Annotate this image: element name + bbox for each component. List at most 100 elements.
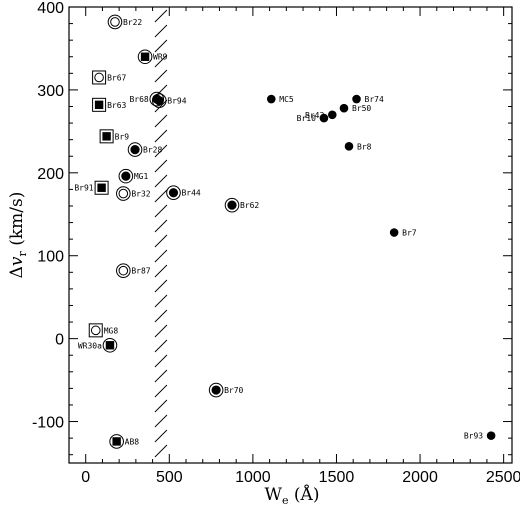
data-point-br62: Br62 bbox=[224, 197, 259, 213]
point-label: Br63 bbox=[107, 101, 126, 110]
data-point-mg8: MG8 bbox=[88, 323, 119, 338]
marker-filled-square bbox=[102, 132, 111, 141]
y-tick-label: 0 bbox=[55, 332, 64, 349]
point-label: Br44 bbox=[181, 189, 200, 198]
y-tick-label: 200 bbox=[37, 166, 64, 183]
marker-filled-circle bbox=[130, 145, 140, 155]
point-label: MG8 bbox=[104, 326, 119, 335]
marker-filled-square bbox=[97, 183, 106, 192]
point-label: AB8 bbox=[125, 437, 140, 446]
x-axis-label: We (Å) bbox=[265, 484, 320, 507]
plot-frame bbox=[68, 6, 513, 464]
marker-filled-circle bbox=[319, 113, 329, 123]
marker-filled-circle bbox=[339, 103, 349, 113]
point-label: Br32 bbox=[131, 190, 150, 199]
marker-filled-circle bbox=[121, 171, 131, 181]
x-tick-label: 2500 bbox=[486, 469, 520, 486]
hatch-stroke bbox=[154, 159, 168, 173]
data-point-br70: Br70 bbox=[208, 382, 244, 398]
hatch-stroke bbox=[154, 369, 168, 383]
data-point-br50: Br50 bbox=[339, 103, 371, 113]
hatch-stroke bbox=[154, 174, 168, 188]
point-label: MC5 bbox=[279, 95, 294, 104]
marker-filled-circle bbox=[344, 141, 354, 151]
point-label: Br8 bbox=[357, 142, 372, 151]
marker-outer-ring bbox=[107, 14, 123, 30]
hatch-stroke bbox=[154, 429, 168, 443]
point-label: Br67 bbox=[107, 73, 126, 82]
point-label: Br62 bbox=[240, 201, 259, 210]
x-tick-label: 0 bbox=[81, 469, 90, 486]
marker-outer-ring bbox=[149, 91, 165, 107]
marker-outer-ring bbox=[151, 93, 167, 108]
data-point-br91: Br91 bbox=[74, 180, 109, 195]
marker-outer-ring bbox=[166, 185, 181, 201]
data-point-mc5: MC5 bbox=[266, 94, 294, 104]
x-tick-label: 1000 bbox=[235, 469, 271, 486]
hatch-stroke bbox=[154, 309, 168, 323]
y-tick-label: 300 bbox=[37, 83, 64, 100]
hatch-stroke bbox=[154, 339, 168, 353]
marker-filled-circle bbox=[211, 385, 221, 395]
hatch-stroke bbox=[154, 294, 168, 308]
marker-filled-circle bbox=[327, 110, 337, 120]
marker-filled-circle bbox=[227, 200, 237, 210]
data-point-br28: Br28 bbox=[127, 142, 162, 157]
marker-inner-ring bbox=[94, 72, 104, 83]
hatch-stroke bbox=[154, 114, 168, 128]
point-label: MG1 bbox=[134, 172, 149, 181]
data-point-br8: Br8 bbox=[344, 141, 372, 151]
hatch-stroke bbox=[154, 444, 168, 458]
hatch-stroke bbox=[154, 9, 168, 23]
data-point-br9: Br9 bbox=[99, 129, 130, 144]
marker-filled-square bbox=[140, 52, 150, 61]
marker-filled-circle bbox=[154, 96, 164, 106]
marker-outer-ring bbox=[109, 434, 124, 449]
hatch-stroke bbox=[154, 24, 168, 38]
marker-outer-ring bbox=[137, 49, 153, 65]
hatched-boundary bbox=[154, 9, 168, 458]
y-tick-label: 400 bbox=[37, 0, 64, 17]
hatch-stroke bbox=[154, 354, 168, 368]
marker-filled-circle bbox=[389, 228, 399, 237]
data-point-br93: Br93 bbox=[464, 431, 496, 441]
data-point-br7: Br7 bbox=[389, 228, 417, 238]
hatch-stroke bbox=[154, 324, 168, 338]
hatch-stroke bbox=[154, 219, 168, 233]
marker-inner-ring bbox=[110, 17, 120, 27]
point-label: Br93 bbox=[464, 432, 483, 441]
x-tick-label: 500 bbox=[156, 469, 183, 486]
marker-outer-ring bbox=[102, 337, 118, 353]
axis-ticks: 0 500 1000 1500 2000 2500 -100 0 100 200 300 400 bbox=[32, 0, 520, 486]
point-label: Br9 bbox=[115, 132, 130, 141]
point-label: Br28 bbox=[143, 146, 162, 155]
marker-outer-square bbox=[92, 97, 107, 112]
point-label: Br87 bbox=[131, 267, 150, 276]
point-label: Br7 bbox=[402, 229, 417, 238]
y-axis-label: Δvr (km/s) bbox=[7, 192, 29, 279]
marker-outer-ring bbox=[127, 142, 143, 157]
data-point-br43: Br43 bbox=[305, 110, 337, 120]
marker-outer-square bbox=[99, 129, 114, 144]
marker-filled-circle bbox=[486, 431, 496, 440]
data-point-br32: Br32 bbox=[116, 186, 151, 201]
point-label: Br74 bbox=[365, 95, 384, 104]
hatch-stroke bbox=[154, 384, 168, 398]
hatch-stroke bbox=[154, 414, 168, 428]
hatch-stroke bbox=[154, 249, 168, 263]
marker-filled-circle bbox=[352, 94, 361, 104]
marker-filled-square bbox=[112, 437, 121, 446]
hatch-stroke bbox=[154, 234, 168, 248]
data-point-wr9: WR9 bbox=[137, 49, 168, 65]
marker-inner-ring bbox=[118, 188, 129, 199]
hatch-stroke bbox=[154, 129, 168, 143]
hatch-stroke bbox=[154, 69, 168, 83]
marker-filled-square bbox=[94, 100, 104, 110]
data-point-br22: Br22 bbox=[107, 14, 142, 30]
hatch-stroke bbox=[154, 189, 168, 203]
data-point-wr30a: WR30a bbox=[78, 337, 118, 353]
y-tick-label: 100 bbox=[37, 249, 64, 266]
marker-filled-square bbox=[105, 341, 115, 350]
hatch-stroke bbox=[154, 204, 168, 218]
